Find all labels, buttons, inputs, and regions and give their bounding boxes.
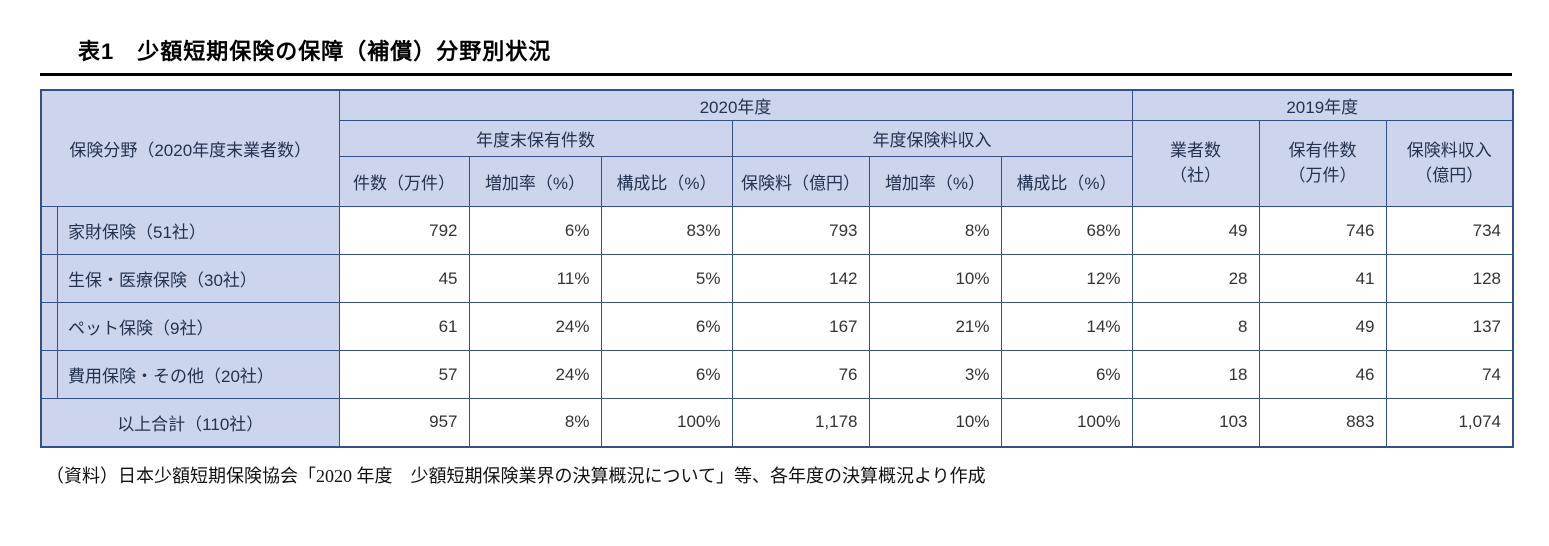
table-cell: 83% bbox=[600, 206, 733, 255]
holdings-group-header: 年度末保有件数 bbox=[338, 120, 733, 157]
table-cell: 3% bbox=[868, 350, 1002, 399]
table-cell: 6% bbox=[600, 302, 733, 351]
year-2020-header: 2020年度 bbox=[338, 89, 1133, 121]
page: 表1 少額短期保険の保障（補償）分野別状況 保険分野（2020年度末業者数） 2… bbox=[40, 34, 1515, 488]
table-cell: 793 bbox=[731, 206, 870, 255]
table-row: 家財保険（51社） 792 6% 83% 793 8% 68% 49 746 7… bbox=[40, 206, 1514, 255]
table-cell: 61 bbox=[338, 302, 470, 351]
table-row: 生保・医療保険（30社） 45 11% 5% 142 10% 12% 28 41… bbox=[40, 254, 1514, 303]
table-cell: 74 bbox=[1385, 350, 1514, 399]
table-cell: 6% bbox=[1000, 350, 1133, 399]
table-cell: 46 bbox=[1258, 350, 1387, 399]
table-cell: 68% bbox=[1000, 206, 1133, 255]
table-cell: 957 bbox=[338, 398, 470, 447]
col-header-2019-premium: 保険料収入 （億円） bbox=[1385, 120, 1514, 207]
corner-header: 保険分野（2020年度末業者数） bbox=[40, 89, 340, 207]
table-cell: 137 bbox=[1385, 302, 1514, 351]
table-cell: 57 bbox=[338, 350, 470, 399]
col-header-2019-holdings: 保有件数 （万件） bbox=[1258, 120, 1387, 207]
col-header-share-holdings: 構成比（%） bbox=[600, 156, 733, 207]
table-cell: 21% bbox=[868, 302, 1002, 351]
table-cell: 100% bbox=[600, 398, 733, 447]
table-cell: 734 bbox=[1385, 206, 1514, 255]
table-cell: 1,074 bbox=[1385, 398, 1514, 447]
table-cell: 28 bbox=[1131, 254, 1260, 303]
table-cell: 10% bbox=[868, 254, 1002, 303]
table-cell: 142 bbox=[731, 254, 870, 303]
table-cell: 103 bbox=[1131, 398, 1260, 447]
header-row-columns: 件数（万件） 増加率（%） 構成比（%） 保険料（億円） 増加率（%） 構成比（… bbox=[41, 156, 1513, 207]
table-cell: 100% bbox=[1000, 398, 1133, 447]
title-underline: 表1 少額短期保険の保障（補償）分野別状況 bbox=[40, 34, 1512, 76]
table-cell: 8 bbox=[1131, 302, 1260, 351]
insurance-table: 保険分野（2020年度末業者数） 2020年度 2019年度 年度末保有件数 年… bbox=[40, 89, 1515, 448]
col-header-growth-premium: 増加率（%） bbox=[868, 156, 1002, 207]
table-row: ペット保険（9社） 61 24% 6% 167 21% 14% 8 49 137 bbox=[40, 302, 1514, 351]
table-cell: 1,178 bbox=[731, 398, 870, 447]
table-cell: 12% bbox=[1000, 254, 1133, 303]
table-cell: 883 bbox=[1258, 398, 1387, 447]
table-cell: 5% bbox=[600, 254, 733, 303]
table-cell: 14% bbox=[1000, 302, 1133, 351]
col-header-count: 件数（万件） bbox=[338, 156, 470, 207]
premium-group-header: 年度保険料収入 bbox=[731, 120, 1133, 157]
source-note: （資料）日本少額短期保険協会「2020 年度 少額短期保険業界の決算概況について… bbox=[46, 465, 986, 486]
table-cell: 24% bbox=[468, 302, 602, 351]
table-total-row: 以上合計（110社） 957 8% 100% 1,178 10% 100% 10… bbox=[40, 398, 1514, 447]
table-cell: 41 bbox=[1258, 254, 1387, 303]
row-label: 費用保険・その他（20社） bbox=[40, 350, 340, 399]
table-cell: 8% bbox=[468, 398, 602, 447]
total-row-label: 以上合計（110社） bbox=[40, 398, 340, 447]
row-label: 生保・医療保険（30社） bbox=[40, 254, 340, 303]
table-cell: 49 bbox=[1258, 302, 1387, 351]
table-cell: 10% bbox=[868, 398, 1002, 447]
table-cell: 76 bbox=[731, 350, 870, 399]
table-cell: 792 bbox=[338, 206, 470, 255]
col-header-share-premium: 構成比（%） bbox=[1000, 156, 1133, 207]
col-header-premium: 保険料（億円） bbox=[731, 156, 870, 207]
table-cell: 167 bbox=[731, 302, 870, 351]
table-cell: 6% bbox=[600, 350, 733, 399]
table-cell: 8% bbox=[868, 206, 1002, 255]
header-row-groups: 年度末保有件数 年度保険料収入 業者数 （社） 保有件数 （万件） 保険料収入 … bbox=[41, 120, 1514, 207]
table-cell: 24% bbox=[468, 350, 602, 399]
header-row-years: 保険分野（2020年度末業者数） 2020年度 2019年度 bbox=[40, 89, 1514, 207]
table-cell: 6% bbox=[468, 206, 602, 255]
table-cell: 128 bbox=[1385, 254, 1514, 303]
row-label: ペット保険（9社） bbox=[40, 302, 340, 351]
col-header-2019-companies: 業者数 （社） bbox=[1131, 120, 1260, 207]
table-cell: 746 bbox=[1258, 206, 1387, 255]
table-cell: 45 bbox=[338, 254, 470, 303]
page-title: 表1 少額短期保険の保障（補償）分野別状況 bbox=[78, 39, 552, 64]
table-row: 費用保険・その他（20社） 57 24% 6% 76 3% 6% 18 46 7… bbox=[40, 350, 1514, 399]
year-2019-header: 2019年度 bbox=[1131, 89, 1514, 121]
table-cell: 11% bbox=[468, 254, 602, 303]
table-cell: 18 bbox=[1131, 350, 1260, 399]
col-header-growth-holdings: 増加率（%） bbox=[468, 156, 602, 207]
row-label: 家財保険（51社） bbox=[40, 206, 340, 255]
table-cell: 49 bbox=[1131, 206, 1260, 255]
